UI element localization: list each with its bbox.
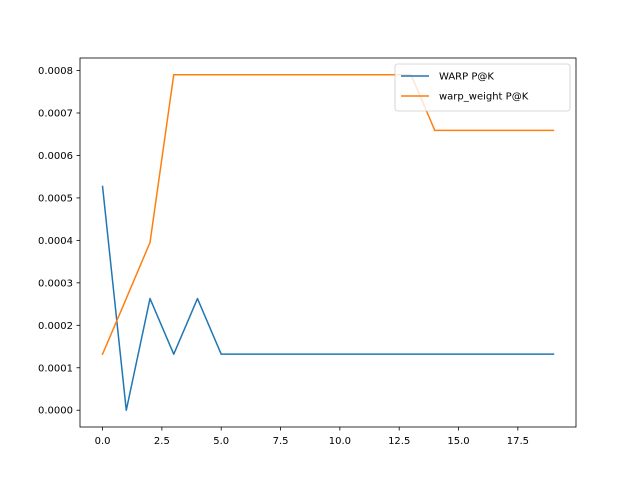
x-tick-label: 12.5 <box>388 436 410 447</box>
legend-label-2: warp_weight P@K <box>439 92 529 103</box>
x-tick-label: 7.5 <box>273 436 289 447</box>
x-tick-label: 0.0 <box>95 436 111 447</box>
legend: WARP P@K warp_weight P@K <box>394 63 571 112</box>
y-tick-label: 0.0002 <box>38 321 73 332</box>
x-tick-label: 15.0 <box>447 436 469 447</box>
x-axis: 0.0 2.5 5.0 7.5 10.0 12.5 15.0 17.5 <box>95 427 529 447</box>
x-tick-label: 5.0 <box>213 436 229 447</box>
y-tick-label: 0.0008 <box>38 66 73 77</box>
plot-area <box>79 57 577 428</box>
y-tick-label: 0.0001 <box>38 363 73 374</box>
plot-background <box>80 58 576 427</box>
series-line-2 <box>101 74 555 356</box>
y-tick-label: 0.0000 <box>38 406 73 417</box>
y-tick-label: 0.0003 <box>38 278 73 289</box>
x-tick-label: 10.0 <box>329 436 351 447</box>
axes-frame <box>79 57 577 428</box>
series-line-1 <box>101 185 555 411</box>
legend-label-1: WARP P@K <box>439 72 494 83</box>
legend-box <box>394 63 571 112</box>
x-tick-label: 17.5 <box>507 436 529 447</box>
y-axis: 0.0000 0.0001 0.0002 0.0003 0.0004 0.0005 0.00… <box>38 66 80 417</box>
series-layer <box>101 74 555 411</box>
y-tick-label: 0.0004 <box>38 236 73 247</box>
y-tick-label: 0.0007 <box>38 108 73 119</box>
y-tick-label: 0.0005 <box>38 193 73 204</box>
y-tick-label: 0.0006 <box>38 151 73 162</box>
x-tick-label: 2.5 <box>154 436 170 447</box>
